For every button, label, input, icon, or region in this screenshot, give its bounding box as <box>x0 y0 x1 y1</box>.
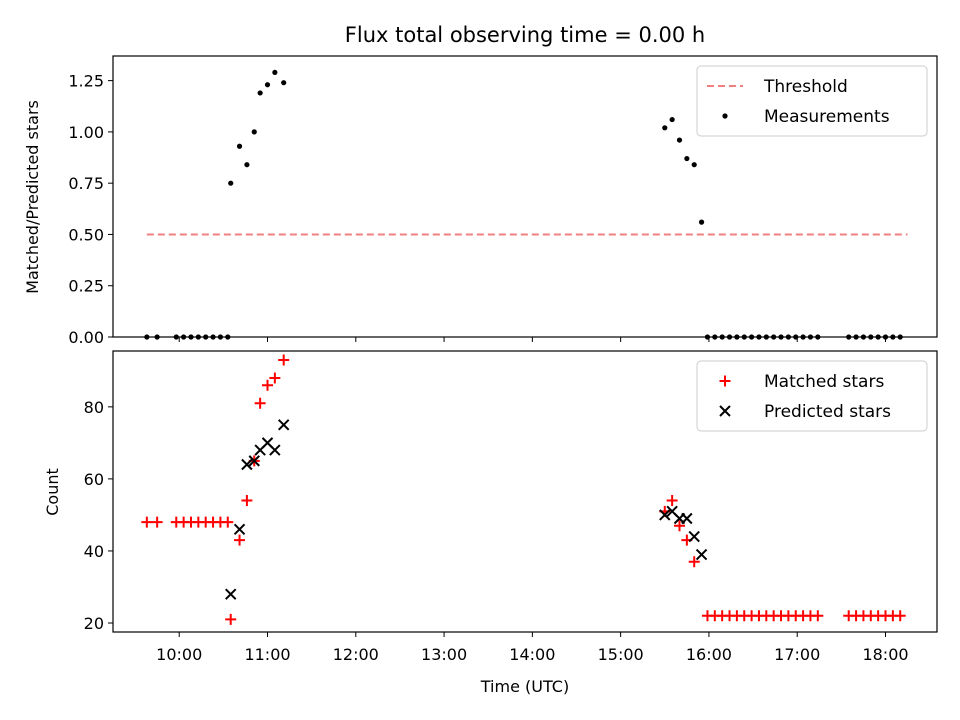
y-tick-label: 40 <box>84 542 104 561</box>
data-point <box>228 180 234 186</box>
data-point <box>674 520 685 532</box>
data-point <box>894 610 906 622</box>
data-point <box>695 548 708 561</box>
x-axis-label: Time (UTC) <box>480 677 569 696</box>
legend: Threshold Measurements <box>696 65 928 137</box>
y-tick-label: 0.00 <box>68 328 104 347</box>
data-point <box>269 444 281 456</box>
data-point <box>141 516 153 528</box>
data-point <box>222 516 234 528</box>
y-tick-label: 0.75 <box>68 174 104 193</box>
plot-frame <box>112 55 938 338</box>
legend-label: Predicted stars <box>764 402 891 422</box>
data-point <box>251 129 257 135</box>
x-tick-label: 13:00 <box>421 645 467 664</box>
data-point <box>248 455 260 467</box>
x-tick-label: 11:00 <box>244 645 290 664</box>
data-point <box>666 495 678 507</box>
data-point <box>669 116 675 123</box>
series-predicted-stars <box>225 419 708 600</box>
data-point <box>691 162 697 168</box>
data-point <box>659 509 671 521</box>
legend-label: Measurements <box>764 107 890 127</box>
top-y-axis-label: Matched/Predicted stars <box>23 100 42 294</box>
x-tick-label: 12:00 <box>333 645 379 664</box>
data-point <box>272 69 278 76</box>
data-point <box>244 162 250 168</box>
y-tick-label: 80 <box>84 398 104 417</box>
y-tick-label: 20 <box>84 614 104 633</box>
legend-handle <box>722 113 728 119</box>
chart-title: Flux total observing time = 0.00 h <box>345 23 705 47</box>
data-point <box>698 219 705 225</box>
data-point <box>688 530 700 543</box>
y-tick-label: 0.25 <box>68 277 104 296</box>
y-tick-label: 1.00 <box>68 123 104 142</box>
x-tick-label: 16:00 <box>686 645 732 664</box>
legend-handle <box>719 375 731 387</box>
data-point <box>241 495 253 507</box>
data-point <box>257 90 263 96</box>
data-point <box>225 588 237 600</box>
y-tick-label: 60 <box>84 470 104 489</box>
x-tick-label: 10:00 <box>156 645 202 664</box>
data-point <box>254 397 266 409</box>
x-tick-label: 15:00 <box>598 645 644 664</box>
data-point <box>688 556 700 568</box>
data-point <box>262 379 273 391</box>
legend-box <box>696 65 928 137</box>
plot-frame <box>112 350 938 633</box>
legend-label: Matched stars <box>764 372 884 392</box>
legend-box <box>696 360 928 432</box>
legend: Matched stars Predicted stars <box>696 360 928 432</box>
data-point <box>233 523 246 536</box>
data-point <box>812 610 824 622</box>
data-point <box>684 155 690 162</box>
data-point <box>241 458 253 471</box>
legend-handle <box>719 405 731 417</box>
bottom-y-axis-label: Count <box>43 468 62 516</box>
data-point <box>676 137 683 143</box>
top-plot: 0.00 0.25 0.50 0.75 1.00 1.25 Threshold Measure… <box>68 55 938 347</box>
data-point <box>264 82 271 88</box>
data-point <box>281 80 287 86</box>
data-point <box>681 512 693 525</box>
data-point <box>236 143 243 149</box>
x-tick-label: 14:00 <box>509 645 555 664</box>
bottom-plot: 20 40 60 80 10:00 11:00 12:00 13:00 14:00 15:00 16… <box>84 350 938 664</box>
data-point <box>278 354 290 366</box>
data-point <box>277 419 290 431</box>
y-tick-label: 0.50 <box>68 225 104 244</box>
data-point <box>662 125 668 131</box>
data-point <box>234 534 246 546</box>
series-matched-stars <box>141 354 906 625</box>
x-tick-label: 17:00 <box>774 645 820 664</box>
x-tick-label: 18:00 <box>862 645 908 664</box>
data-point <box>225 613 237 625</box>
y-tick-label: 1.25 <box>68 72 104 91</box>
legend-label: Threshold <box>763 77 848 97</box>
data-point <box>269 372 281 384</box>
data-point <box>151 516 163 528</box>
